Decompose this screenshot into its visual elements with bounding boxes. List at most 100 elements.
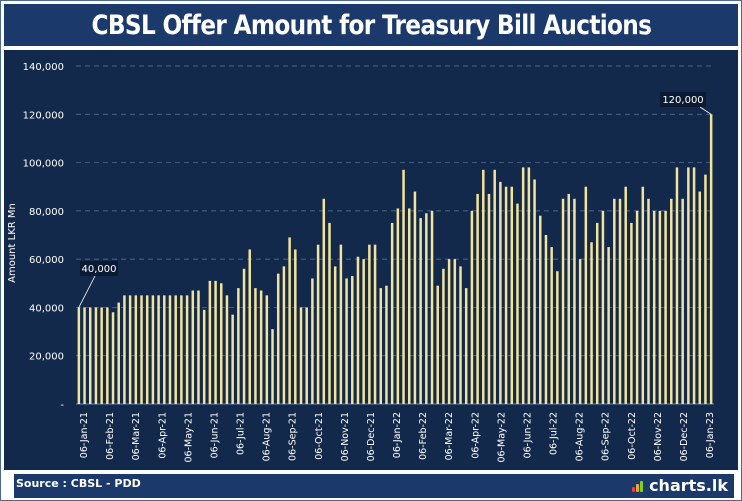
bar <box>242 268 246 404</box>
bar <box>214 280 217 404</box>
bar <box>288 237 291 404</box>
y-tick-label: 100,000 <box>23 159 64 170</box>
callout-box-first <box>80 261 118 276</box>
bar <box>208 280 212 404</box>
bar <box>231 314 234 404</box>
bar <box>630 222 633 404</box>
bar <box>402 169 405 404</box>
bar <box>516 203 519 404</box>
x-tick-label: 06-Aug-22 <box>575 412 586 461</box>
callout-label-last: 120,000 <box>662 95 703 106</box>
bar <box>254 288 257 404</box>
x-tick-label: 06-Sep-21 <box>288 412 299 461</box>
bar <box>362 259 365 404</box>
bar <box>77 307 81 404</box>
bar <box>601 210 605 404</box>
x-tick-label: 06-Sep-22 <box>601 412 612 461</box>
title-bar: CBSL Offer Amount for Treasury Bill Auct… <box>4 4 738 46</box>
bar <box>658 210 662 404</box>
brand-logo: charts.lk <box>632 476 728 495</box>
bar <box>174 295 177 404</box>
bar <box>493 169 496 404</box>
chart-logo-icon <box>632 480 646 492</box>
y-tick-label: 20,000 <box>29 352 64 363</box>
bar <box>305 307 308 404</box>
bar <box>442 268 445 404</box>
x-tick-label: 06-Dec-22 <box>679 412 690 461</box>
x-tick-label: 06-May-21 <box>183 412 194 463</box>
bar <box>459 266 462 404</box>
x-tick-label: 06-Dec-21 <box>366 412 377 461</box>
bar <box>624 186 627 404</box>
brand-text: charts.lk <box>649 476 728 495</box>
bar <box>225 295 229 404</box>
bar <box>470 210 474 404</box>
bar <box>294 249 297 404</box>
bar <box>413 191 417 404</box>
bar <box>687 167 690 404</box>
x-tick-label: 06-Mar-22 <box>444 412 455 460</box>
callout-leader-last <box>699 106 712 115</box>
bar <box>396 208 400 404</box>
y-axis-label: Amount LKR Mn <box>7 203 18 283</box>
x-tick-label: 06-Jan-21 <box>79 412 90 458</box>
bar <box>533 179 536 404</box>
bar <box>419 218 422 404</box>
bar <box>373 244 377 404</box>
bar <box>134 295 138 404</box>
bar <box>675 167 679 404</box>
x-tick-label: 06-Feb-21 <box>105 412 116 460</box>
bar <box>504 186 508 404</box>
callout-leader-first <box>78 275 96 308</box>
bar <box>100 307 103 404</box>
bar <box>351 276 354 404</box>
bar <box>556 271 559 404</box>
bar <box>578 259 582 404</box>
bar <box>607 247 610 404</box>
bar <box>544 235 548 404</box>
bar <box>322 198 326 404</box>
bar <box>550 247 553 404</box>
callout-label-first: 40,000 <box>82 264 117 275</box>
bar <box>425 213 428 404</box>
y-tick-label: 80,000 <box>29 207 64 218</box>
plot-background <box>4 50 738 470</box>
bar <box>316 244 320 404</box>
bar <box>430 210 434 404</box>
bar <box>328 222 331 404</box>
x-tick-label: 06-Jan-22 <box>392 412 403 458</box>
bar <box>282 266 286 404</box>
bar <box>664 210 667 404</box>
bar <box>94 307 98 404</box>
bar <box>191 290 195 404</box>
x-tick-label: 06-Jun-22 <box>522 412 533 458</box>
bar <box>368 244 371 404</box>
bar <box>276 273 280 404</box>
x-tick-label: 06-Oct-22 <box>627 412 638 460</box>
bar <box>635 210 639 404</box>
bar <box>197 290 200 404</box>
x-tick-label: 06-Nov-22 <box>653 412 664 461</box>
bar <box>265 295 269 404</box>
bar <box>145 295 149 404</box>
bar <box>311 278 314 404</box>
bar <box>482 169 485 404</box>
x-tick-label: 06-Nov-21 <box>340 412 351 461</box>
bar <box>527 167 531 404</box>
bar <box>647 198 650 404</box>
y-tick-label: 140,000 <box>23 62 64 73</box>
bar <box>487 193 491 404</box>
source-text: Source : CBSL - PDD <box>16 477 141 490</box>
bar <box>106 307 109 404</box>
bar <box>567 193 570 404</box>
source-note: Source : CBSL - PDD <box>14 474 734 498</box>
bar <box>670 198 673 404</box>
bar <box>185 295 189 404</box>
x-tick-label: 06-Jul-22 <box>549 412 560 455</box>
bar <box>390 222 394 404</box>
bar <box>698 191 702 404</box>
bar <box>407 208 411 404</box>
bar <box>539 215 542 404</box>
bar <box>476 193 479 404</box>
callout-box-last <box>660 92 706 107</box>
